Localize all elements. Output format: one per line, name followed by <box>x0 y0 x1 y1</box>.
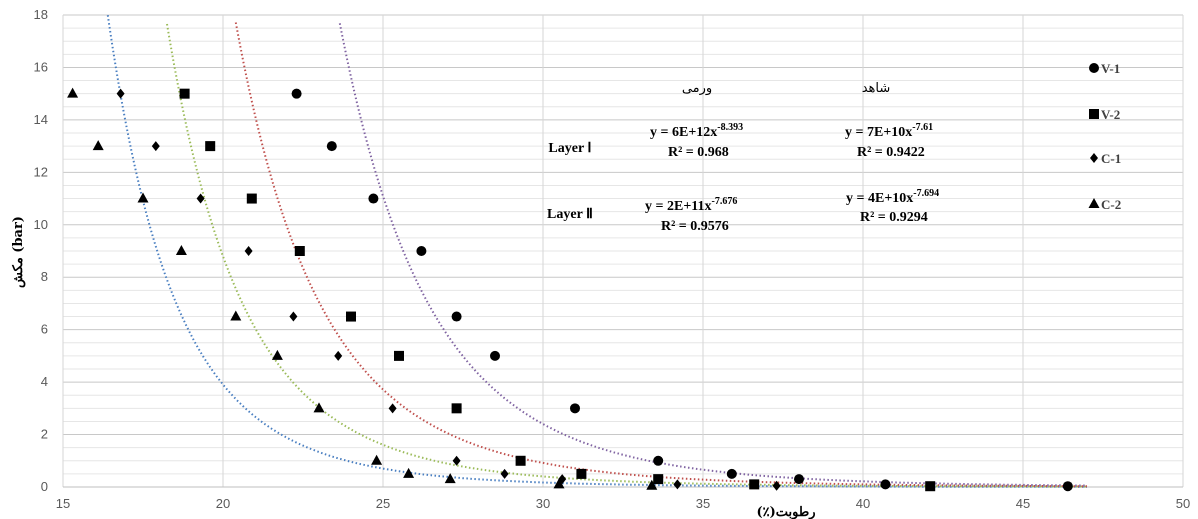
annotation-eq-control-1: y = 7E+10x-7.61 <box>845 122 933 140</box>
y-tick-label: 12 <box>34 164 48 179</box>
data-point-c-2 <box>271 349 283 360</box>
annotation-vermi: ورمی <box>682 81 712 96</box>
data-point-v-2 <box>749 479 760 490</box>
data-point-v-2 <box>346 311 356 322</box>
annotation-eq-vermi-1: y = 6E+12x-8.393 <box>650 122 743 140</box>
y-tick-label: 0 <box>41 479 48 494</box>
annotation-layer2: Layer Ⅱ <box>547 207 593 222</box>
y-tick-label: 16 <box>34 59 48 74</box>
data-point-v-1 <box>794 474 804 485</box>
annotations: ورمی شاهد Layer Ⅰ Layer Ⅱ y = 6E+12x-8.393 R²… <box>547 81 939 234</box>
data-point-v-2 <box>653 474 664 485</box>
y-tick-label: 2 <box>41 427 48 442</box>
x-tick-label: 35 <box>696 496 710 511</box>
x-tick-label: 45 <box>1016 496 1030 511</box>
data-point-v-1 <box>291 88 302 99</box>
annotation-r2-control-1: R² = 0.9422 <box>857 145 925 160</box>
x-axis-label: رطوبت(٪) <box>756 505 815 519</box>
data-point-v-1 <box>416 246 427 256</box>
data-point-v-2 <box>205 141 216 152</box>
data-point-v-2 <box>246 193 257 204</box>
data-point-v-1 <box>1062 481 1073 492</box>
data-point-c-1 <box>772 480 781 491</box>
data-point-c-2 <box>403 467 415 478</box>
x-tick-label: 15 <box>56 496 70 511</box>
legend-label-v-1: V-1 <box>1101 61 1120 76</box>
data-point-c-2 <box>175 245 187 255</box>
legend-marker-c-1 <box>1090 153 1098 163</box>
annotation-r2-vermi-1: R² = 0.968 <box>668 145 729 160</box>
data-point-v-1 <box>726 468 737 479</box>
y-axis-ticks: 0 2 4 6 8 10 12 14 16 18 <box>34 7 48 494</box>
annotation-eq-control-2: y = 4E+10x-7.694 <box>846 188 939 206</box>
data-point-c-2 <box>553 478 565 489</box>
data-point-v-2 <box>515 455 526 466</box>
annotation-r2-vermi-2: R² = 0.9576 <box>661 219 729 234</box>
trend-lines <box>106 15 1087 488</box>
x-tick-label: 40 <box>856 496 870 511</box>
y-tick-label: 10 <box>34 217 48 232</box>
annotation-eq-vermi-2: y = 2E+11x-7.676 <box>645 196 737 214</box>
data-point-c-1 <box>334 350 343 361</box>
grid-lines <box>62 14 1184 488</box>
x-tick-label: 25 <box>376 496 390 511</box>
data-point-v-1 <box>880 479 891 490</box>
trend-line <box>234 22 1087 488</box>
data-point-c-2 <box>92 140 104 151</box>
data-point-c-1 <box>452 455 461 466</box>
legend-marker-v-1 <box>1089 63 1099 73</box>
y-tick-label: 18 <box>34 7 48 22</box>
data-point-v-1 <box>368 193 379 204</box>
data-point-c-2 <box>313 402 325 413</box>
annotation-r2-control-2: R² = 0.9294 <box>860 210 928 225</box>
data-point-v-2 <box>294 246 305 256</box>
data-point-c-1 <box>388 403 397 414</box>
data-point-v-1 <box>451 311 462 322</box>
data-point-v-2 <box>576 468 587 479</box>
legend: V-1 V-2 C-1 C-2 <box>1088 61 1121 212</box>
y-tick-label: 8 <box>41 269 48 284</box>
data-point-c-2 <box>646 479 658 490</box>
y-tick-label: 4 <box>41 374 48 389</box>
legend-marker-v-2 <box>1089 109 1099 119</box>
y-axis-label: مکش (bar) <box>11 216 26 288</box>
data-point-c-1 <box>244 246 253 256</box>
data-point-v-1 <box>326 141 337 152</box>
data-point-c-2 <box>444 473 456 484</box>
data-point-c-1 <box>196 193 205 204</box>
x-tick-label: 20 <box>216 496 230 511</box>
data-point-v-1 <box>490 350 500 361</box>
data-point-v-2 <box>925 481 936 492</box>
annotation-control: شاهد <box>862 81 891 96</box>
data-point-c-2 <box>371 454 383 465</box>
x-axis-ticks: 15 20 25 30 35 40 45 50 <box>56 496 1190 511</box>
x-tick-label: 50 <box>1176 496 1190 511</box>
data-point-v-1 <box>570 403 580 414</box>
y-tick-label: 6 <box>41 322 48 337</box>
data-point-v-2 <box>394 350 404 361</box>
legend-label-c-2: C-2 <box>1101 197 1121 212</box>
data-point-c-2 <box>67 87 79 98</box>
data-point-c-1 <box>673 479 682 490</box>
data-point-c-1 <box>500 468 509 479</box>
data-point-v-2 <box>179 88 190 99</box>
data-point-c-1 <box>116 88 125 99</box>
data-point-v-2 <box>451 403 462 414</box>
legend-marker-c-2 <box>1088 198 1100 208</box>
data-point-c-1 <box>151 141 160 152</box>
data-point-c-2 <box>230 310 242 321</box>
legend-label-c-1: C-1 <box>1101 151 1121 166</box>
trend-line <box>338 23 1087 487</box>
data-points <box>67 87 1073 492</box>
x-tick-label: 30 <box>536 496 550 511</box>
annotation-layer1: Layer Ⅰ <box>548 141 591 156</box>
data-point-v-1 <box>653 455 664 466</box>
trend-line <box>106 15 1087 488</box>
y-tick-label: 14 <box>34 112 48 127</box>
legend-label-v-2: V-2 <box>1101 107 1120 122</box>
data-point-c-1 <box>289 311 298 322</box>
data-point-c-2 <box>137 192 149 203</box>
